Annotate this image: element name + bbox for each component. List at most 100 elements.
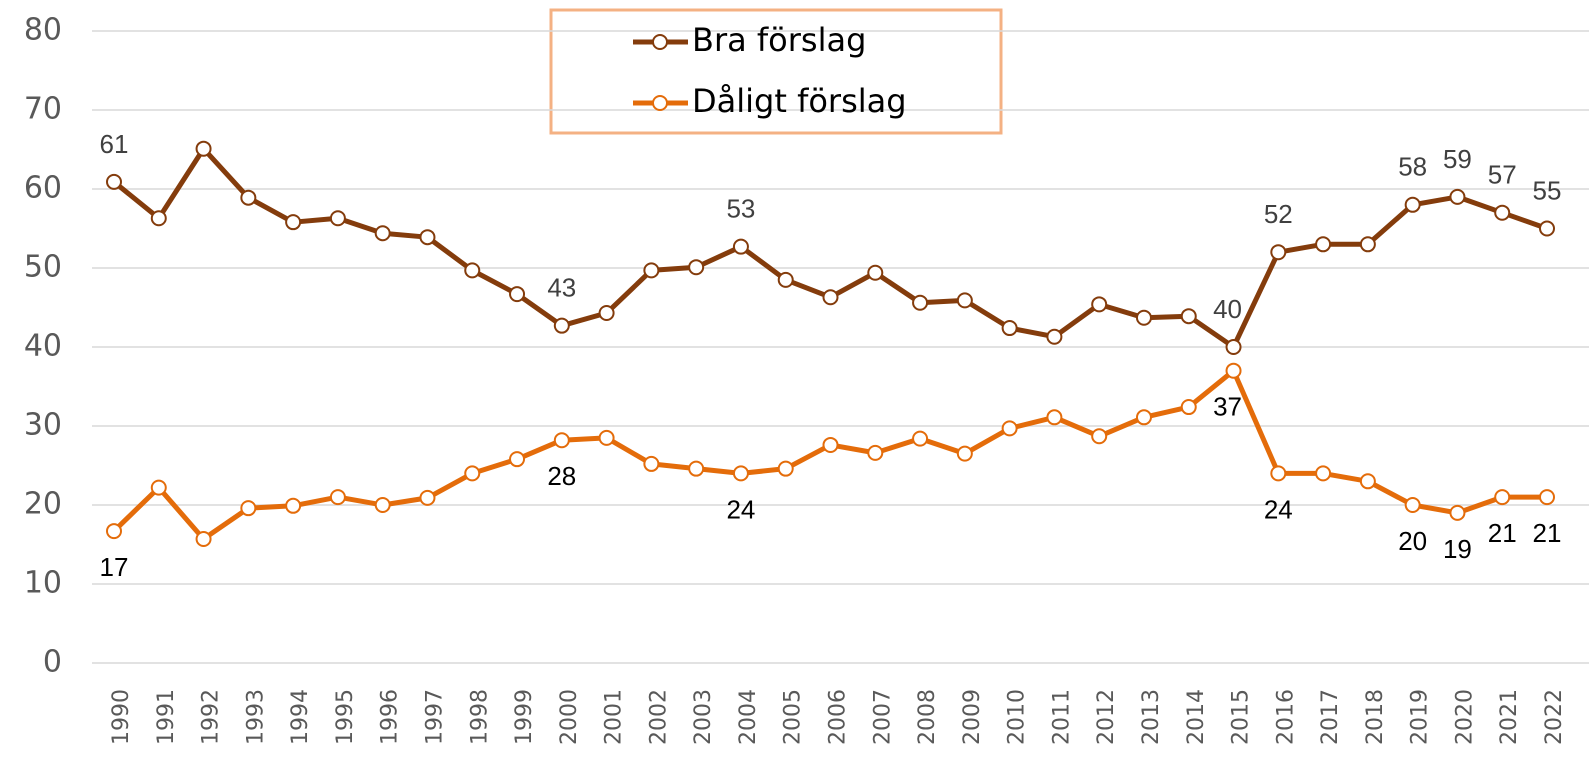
point-marker — [195, 530, 212, 547]
x-tick-label: 2022 — [1542, 689, 1567, 745]
point-marker — [106, 173, 122, 190]
legend-label: Bra förslag — [692, 21, 866, 59]
point-marker — [329, 210, 346, 227]
point-marker — [1180, 308, 1197, 325]
x-tick-label: 1997 — [422, 689, 447, 745]
point-marker — [956, 445, 973, 462]
x-tick-label: 2017 — [1318, 689, 1343, 745]
data-label: 43 — [547, 273, 576, 303]
x-tick-label: 2005 — [781, 689, 806, 745]
point-marker — [643, 262, 660, 279]
x-tick-label: 2007 — [870, 689, 895, 745]
grid — [92, 30, 1589, 664]
point-marker — [867, 444, 884, 461]
point-marker — [1270, 465, 1287, 482]
point-marker — [732, 238, 749, 255]
point-marker — [598, 305, 615, 322]
point-marker — [195, 140, 212, 157]
data-label: 55 — [1533, 175, 1562, 205]
point-marker — [1359, 236, 1376, 253]
point-marker — [1001, 320, 1018, 337]
x-tick-label: 2016 — [1273, 689, 1298, 745]
point-marker — [1225, 362, 1242, 379]
x-tick-label: 1990 — [109, 689, 134, 745]
data-label: 24 — [1264, 494, 1293, 524]
point-marker — [553, 432, 570, 449]
legend-label: Dåligt förslag — [692, 82, 907, 120]
x-tick-label: 2015 — [1229, 689, 1254, 745]
point-marker — [1270, 244, 1287, 261]
x-tick-label: 2020 — [1452, 689, 1477, 745]
x-tick-label: 1992 — [199, 689, 224, 745]
point-marker — [1001, 420, 1018, 437]
point-marker — [285, 214, 302, 231]
y-tick-label: 40 — [24, 329, 62, 364]
x-tick-label: 2004 — [736, 689, 761, 745]
data-label: 28 — [547, 461, 576, 491]
data-label: 61 — [100, 129, 129, 159]
series-line — [112, 146, 1548, 350]
x-tick-label: 2021 — [1497, 689, 1522, 745]
point-marker — [1494, 204, 1511, 221]
x-tick-label: 2013 — [1139, 689, 1164, 745]
point-marker — [777, 271, 794, 288]
point-marker — [419, 489, 436, 506]
x-tick-label: 1999 — [512, 689, 537, 745]
point-marker — [285, 497, 302, 514]
point-marker — [688, 460, 705, 477]
point-marker — [464, 262, 481, 279]
x-tick-label: 2012 — [1094, 689, 1119, 745]
x-tick-label: 1995 — [333, 689, 358, 745]
data-label: 20 — [1398, 526, 1427, 556]
y-tick-label: 10 — [24, 566, 62, 601]
data-label: 40 — [1213, 294, 1242, 324]
point-marker — [509, 286, 526, 303]
point-marker — [1449, 504, 1466, 521]
point-marker — [374, 497, 391, 513]
x-tick-label: 2003 — [691, 689, 716, 745]
y-tick-label: 60 — [24, 171, 62, 206]
point-marker — [643, 455, 660, 472]
x-tick-label: 1991 — [154, 689, 179, 745]
x-tick-label: 2011 — [1049, 689, 1074, 745]
point-marker — [419, 229, 436, 246]
point-marker — [822, 289, 839, 306]
point-marker — [106, 523, 122, 540]
x-tick-label: 1994 — [288, 689, 313, 745]
point-marker — [374, 225, 391, 242]
point-marker — [1046, 328, 1063, 345]
x-tick-label: 1998 — [467, 689, 492, 745]
point-marker — [1315, 465, 1332, 482]
point-marker — [240, 500, 257, 517]
y-tick-label: 70 — [24, 92, 62, 127]
point-marker — [1404, 196, 1421, 213]
point-marker — [1225, 339, 1242, 355]
legend-marker — [652, 34, 668, 50]
point-marker — [598, 429, 615, 446]
data-label: 19 — [1443, 534, 1472, 564]
point-marker — [553, 317, 570, 334]
x-tick-label: 2001 — [602, 689, 627, 745]
data-label: 58 — [1398, 152, 1427, 182]
point-marker — [1135, 309, 1152, 326]
point-marker — [464, 465, 481, 482]
data-label: 21 — [1533, 518, 1562, 548]
point-marker — [1539, 489, 1555, 506]
data-label: 37 — [1213, 392, 1242, 422]
point-marker — [1315, 236, 1332, 253]
data-label: 53 — [726, 194, 755, 224]
x-tick-label: 2019 — [1408, 689, 1433, 745]
point-marker — [1449, 188, 1466, 205]
point-marker — [912, 294, 929, 311]
series-line — [112, 368, 1547, 542]
point-marker — [912, 430, 929, 447]
point-marker — [732, 465, 749, 482]
point-marker — [1494, 489, 1511, 506]
point-marker — [1359, 473, 1376, 490]
legend-marker — [652, 95, 668, 111]
point-marker — [822, 436, 839, 453]
point-marker — [240, 189, 257, 206]
data-label: 21 — [1488, 518, 1517, 548]
x-tick-label: 2002 — [646, 689, 671, 745]
point-marker — [150, 479, 167, 496]
